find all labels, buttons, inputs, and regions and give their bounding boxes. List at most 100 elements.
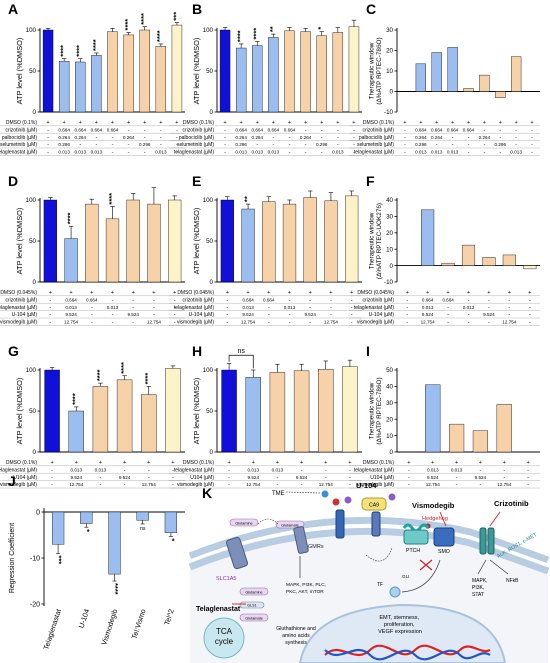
treatment-cell: - — [272, 142, 274, 148]
treatment-row-label: U-104 (µM) — [189, 312, 215, 318]
alk-receptor-left — [479, 527, 487, 555]
treatment-cell: 0.664 — [65, 297, 77, 302]
y-tick-label: 0 — [33, 109, 37, 116]
bar — [51, 511, 65, 545]
treatment-cell: + — [483, 120, 486, 126]
treatment-cell: + — [503, 460, 506, 466]
panel-letter-k: K — [202, 485, 212, 501]
treatment-cell: - — [95, 135, 97, 141]
treatment-cell: 0.013 — [427, 467, 439, 472]
treatment-cell: - — [349, 475, 351, 481]
treatment-cell: - — [309, 305, 311, 311]
hedgehog-label: Hedgehog — [422, 516, 448, 522]
y-tick-label: 50 — [29, 68, 36, 75]
y-tick-label: 0 — [210, 279, 214, 286]
treatment-cell: 0.664 — [91, 127, 103, 132]
ca9-label: CA9 — [369, 503, 379, 509]
treatment-cell: + — [173, 290, 176, 296]
bar — [345, 195, 359, 283]
treatment-cell: 0.664 — [235, 127, 247, 132]
bar — [58, 60, 70, 113]
treatment-cell: 0.013 — [268, 150, 280, 155]
treatment-row-label: vismodegib (µM) — [0, 482, 37, 488]
treatment-cell: - — [99, 475, 101, 481]
treatment-row-label: telaglenastat (µM) — [174, 467, 214, 473]
bar — [92, 386, 109, 453]
treatment-cell: - — [488, 297, 490, 303]
tme-label: TME — [272, 491, 285, 497]
treatment-cell: - — [226, 297, 228, 303]
treatment-cell: + — [479, 460, 482, 466]
bar — [126, 199, 140, 283]
treatment-cell: - — [128, 127, 130, 133]
treatment-cell: - — [112, 142, 114, 148]
significance-stars: *** — [55, 555, 64, 564]
bar — [269, 372, 286, 453]
treatment-row-label: telaglenastat (µM) — [174, 150, 214, 156]
tca-line-2: cycle — [215, 637, 234, 646]
smo-receptor — [433, 527, 455, 547]
treatment-row-label: telaglenastat (µM) — [354, 150, 394, 156]
treatment-cell: 0.264 — [300, 135, 312, 140]
glutamine-out-label: Glutamine — [235, 522, 252, 526]
bar — [171, 24, 183, 113]
treatment-cell: - — [47, 150, 49, 156]
treatment-cell: - — [49, 320, 51, 326]
treatment-cell: + — [223, 120, 226, 126]
treatment-cell: + — [304, 120, 307, 126]
panel-j: J -20 -10 0 Regression Coefficient *** Telagle… — [8, 473, 185, 651]
treatment-row-label: DMSO (0.1%) — [183, 120, 214, 126]
tf-label: TF — [377, 582, 383, 588]
bar — [252, 45, 263, 113]
y-axis-label: ATP level (%DMSO) — [192, 378, 201, 445]
treatment-row-label: telaglenastat (µM) — [0, 467, 37, 473]
significance-stars: *** — [171, 12, 180, 21]
glutamine-in-pill — [239, 587, 269, 596]
treatment-cell: + — [348, 460, 351, 466]
glutamine-in-label: Glutamine — [245, 591, 262, 595]
treatment-cell: - — [176, 150, 178, 156]
significance-stars: **** — [65, 212, 74, 224]
y-tick-label: 0 — [33, 279, 37, 286]
y-tick-label: 0 — [36, 509, 40, 516]
treatment-cell: - — [408, 467, 410, 473]
bar — [105, 218, 120, 283]
panel-letter-a: A — [8, 1, 18, 17]
y-tick-label: 30 — [386, 400, 393, 407]
treatment-row-label: DMSO (0.1%) — [363, 460, 394, 466]
bar — [482, 257, 496, 266]
treatment-cell: + — [324, 460, 327, 466]
treatment-cell: 0.664 — [242, 297, 254, 302]
bar — [42, 29, 54, 113]
treatment-cell: + — [111, 120, 114, 126]
treatment-cell: - — [132, 320, 134, 326]
treatment-row-label: U-104 (µM) — [12, 312, 38, 318]
alk-receptor-right — [487, 527, 495, 555]
bar — [425, 384, 441, 453]
y-tick-label: 20 — [386, 48, 393, 55]
y-tick-label: 0 — [210, 109, 214, 116]
y-axis-label-line-1: Therapeutic window — [369, 382, 376, 439]
bar — [448, 423, 465, 453]
treatment-row-label: vismodegib (µM) — [357, 320, 394, 326]
treatment-cell: + — [467, 120, 470, 126]
treatment-row-label: DMSO (0.1%) — [363, 120, 394, 126]
y-axis-label-line-2: (Δ%ATP RPTEC-786O) — [376, 37, 383, 104]
treatment-row-label: vismodegib (µM) — [357, 482, 394, 488]
treatment-cell: - — [256, 142, 258, 148]
treatment-cell: 0.264 — [479, 135, 491, 140]
treatment-cell: - — [325, 475, 327, 481]
treatment-cell: - — [49, 305, 51, 311]
treatment-cell: - — [47, 135, 49, 141]
treatment-cell: 9.524 — [127, 312, 139, 317]
glutamate-out-pill — [275, 520, 305, 529]
bar — [441, 262, 455, 266]
gli-label: GLI — [402, 574, 409, 579]
bar — [75, 61, 86, 113]
treatment-cell: - — [91, 305, 93, 311]
treatment-cell: - — [321, 150, 323, 156]
treatment-cell: - — [325, 467, 327, 473]
bar — [332, 32, 344, 113]
